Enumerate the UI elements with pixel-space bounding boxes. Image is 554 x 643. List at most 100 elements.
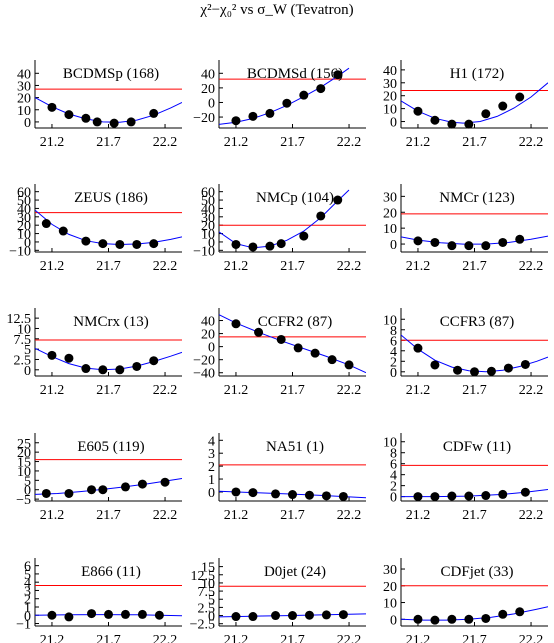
x-tick-label: 21.2 <box>406 383 431 398</box>
data-point <box>81 236 91 246</box>
panel-label: NA51 (1) <box>266 439 324 455</box>
data-point <box>430 237 440 247</box>
y-tick-label: 3 <box>24 584 31 599</box>
data-point <box>41 488 51 498</box>
y-tick-label: 30 <box>17 79 31 94</box>
y-tick-label: −20 <box>193 111 215 126</box>
x-tick-label: 22.2 <box>153 135 178 150</box>
data-point <box>430 492 440 502</box>
x-tick-label: 22.2 <box>519 383 544 398</box>
y-tick-label: 10 <box>17 228 31 243</box>
data-point <box>126 117 136 127</box>
data-point <box>87 609 97 619</box>
y-tick-label: 0 <box>208 236 215 251</box>
y-tick-label: 4 <box>390 469 397 484</box>
data-point <box>81 113 91 123</box>
y-tick-label: 2 <box>24 593 31 608</box>
y-tick-label: 15 <box>201 561 215 576</box>
panel-label: CDFw (11) <box>443 439 511 455</box>
x-tick-label: 22.2 <box>337 633 362 643</box>
x-tick-label: 21.7 <box>96 508 121 523</box>
y-tick-label: −10 <box>193 244 215 259</box>
data-point <box>109 118 119 128</box>
y-tick-label: 8 <box>390 324 397 339</box>
y-tick-label: 4 <box>390 345 397 360</box>
y-tick-label: 15 <box>17 456 31 471</box>
data-point <box>304 610 314 620</box>
y-tick-label: 6 <box>390 334 397 349</box>
y-tick-label: 12.5 <box>7 312 32 327</box>
y-tick-label: 5 <box>208 593 215 608</box>
x-tick-label: 21.2 <box>406 259 431 274</box>
data-point <box>137 609 147 619</box>
fit-curve <box>401 606 548 621</box>
data-point <box>276 334 286 344</box>
fit-curve <box>219 613 366 618</box>
data-point <box>293 343 303 353</box>
fit-curve <box>35 97 182 123</box>
data-point <box>248 242 258 252</box>
data-point <box>231 487 241 497</box>
data-point <box>464 119 474 129</box>
data-point <box>265 241 275 251</box>
data-point <box>316 84 326 94</box>
y-tick-label: 30 <box>383 77 397 92</box>
x-tick-label: 21.2 <box>224 135 249 150</box>
y-tick-label: −10 <box>9 244 31 259</box>
data-point <box>288 611 297 621</box>
data-point <box>453 365 463 375</box>
data-point <box>87 485 97 495</box>
data-point <box>481 613 491 623</box>
y-tick-label: 10 <box>17 104 31 119</box>
y-tick-label: 10 <box>383 313 397 328</box>
data-point <box>413 614 423 624</box>
x-tick-label: 21.7 <box>96 633 121 643</box>
data-point <box>481 241 491 251</box>
x-tick-label: 22.2 <box>337 383 362 398</box>
y-tick-label: 6 <box>24 560 31 575</box>
y-tick-label: 40 <box>201 202 215 217</box>
data-point <box>248 612 258 622</box>
y-tick-label: 20 <box>201 82 215 97</box>
data-point <box>132 239 142 249</box>
x-tick-label: 21.7 <box>280 633 305 643</box>
panel-label: CCFR2 (87) <box>258 314 333 330</box>
data-point <box>447 119 457 129</box>
y-tick-label: −5 <box>16 493 31 508</box>
data-point <box>321 491 331 501</box>
data-point <box>464 614 474 624</box>
fit-curve <box>35 614 182 617</box>
data-point <box>231 612 241 622</box>
y-tick-label: 10 <box>383 436 397 451</box>
fit-curve <box>35 347 182 371</box>
data-point <box>231 239 241 249</box>
y-tick-label: 10 <box>383 222 397 237</box>
y-tick-label: 7.5 <box>14 333 32 348</box>
x-tick-label: 21.2 <box>40 259 65 274</box>
data-point <box>104 609 113 619</box>
y-tick-label: 10 <box>383 103 397 118</box>
y-tick-label: 20 <box>383 90 397 105</box>
data-point <box>486 366 496 376</box>
data-point <box>64 612 74 622</box>
x-tick-label: 21.7 <box>462 259 487 274</box>
y-tick-label: 20 <box>17 446 31 461</box>
data-point <box>98 485 108 495</box>
data-point <box>304 490 314 500</box>
y-tick-label: 30 <box>17 211 31 226</box>
y-tick-label: 25 <box>17 437 31 452</box>
data-point <box>481 491 491 501</box>
y-tick-label: 2.5 <box>198 601 216 616</box>
data-point <box>447 241 457 251</box>
data-point <box>520 487 530 497</box>
data-point <box>115 365 125 375</box>
y-tick-label: 12.5 <box>191 569 216 584</box>
y-tick-label: 20 <box>201 328 215 343</box>
